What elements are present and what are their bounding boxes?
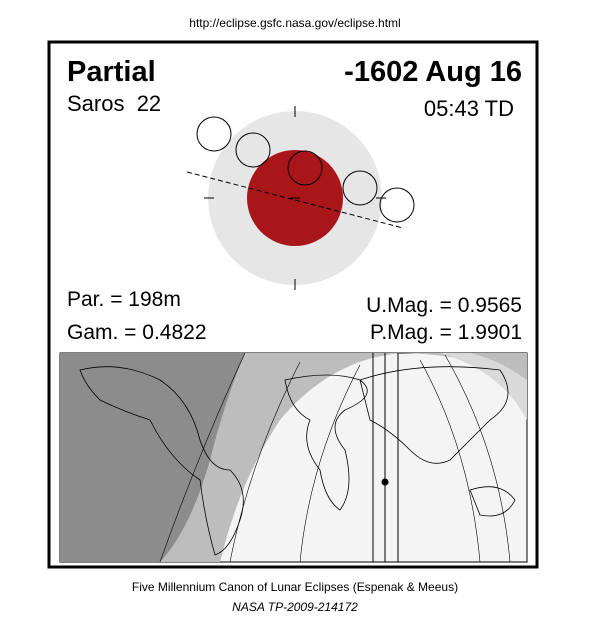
moon [287,150,323,186]
moon [379,187,415,223]
footer-ref: NASA TP-2009-214172 [232,600,358,614]
time: 05:43 TD [424,96,514,121]
contact-curves [159,352,511,563]
moon [196,116,232,152]
ticks [204,106,386,290]
sub-lunar-point [381,478,389,486]
moon-positions [196,116,415,223]
umbral-zone [60,353,245,562]
saros: Saros 22 [67,91,161,116]
moon-path [186,171,404,229]
par: Par. = 198m [67,288,181,311]
url: http://eclipse.gsfc.nasa.gov/eclipse.htm… [189,16,400,30]
moon [342,170,378,206]
gam: Gam. = 0.4822 [67,321,207,344]
eclipse-date: -1602 Aug 16 [344,56,522,88]
penumbral-zone-east [440,353,527,420]
pmag: P.Mag. = 1.9901 [370,321,522,344]
eclipse-type: Partial [67,56,156,88]
footer-title: Five Millennium Canon of Lunar Eclipses … [132,580,458,594]
moon [235,132,271,168]
umag: U.Mag. = 0.9565 [366,294,522,317]
coastlines [79,366,516,556]
visibility-map [59,352,528,563]
